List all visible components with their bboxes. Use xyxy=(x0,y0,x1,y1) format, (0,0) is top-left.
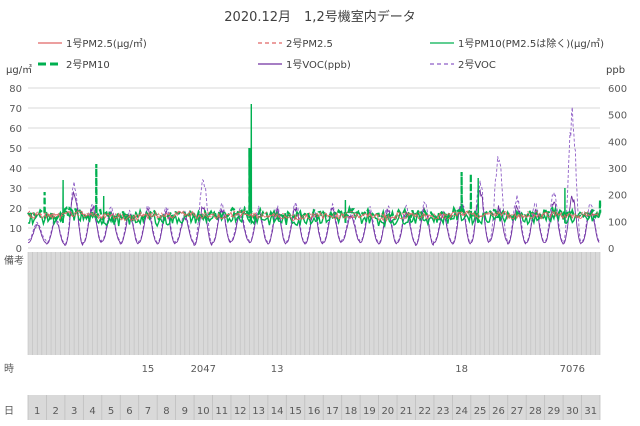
hour-label: 15 xyxy=(142,364,155,375)
day-label: 2 xyxy=(52,406,58,417)
chart-title: 2020.12月 1,2号機室内データ xyxy=(224,9,415,25)
day-label: 4 xyxy=(89,406,95,417)
row-label-notes: 備考 xyxy=(4,254,24,267)
day-label: 23 xyxy=(437,406,450,417)
row-label-hours: 時 xyxy=(4,363,14,375)
y-left-tick: 40 xyxy=(9,164,22,175)
day-label: 5 xyxy=(108,406,114,417)
day-label: 17 xyxy=(326,406,339,417)
y-right-tick: 200 xyxy=(608,191,627,202)
day-label: 10 xyxy=(197,406,210,417)
hour-label: 2047 xyxy=(191,364,216,375)
row-label-day: 日 xyxy=(4,406,14,417)
y-left-tick: 80 xyxy=(9,84,22,95)
day-label: 16 xyxy=(308,406,321,417)
y-left-tick: 10 xyxy=(9,224,22,235)
y-left-unit: μg/㎥ xyxy=(6,63,32,76)
series-2pm10 xyxy=(27,147,602,225)
day-label: 6 xyxy=(126,406,132,417)
legend: 1号PM2.5(μg/㎥) 2号PM2.5 1号PM10(PM2.5は除く)(μg/… xyxy=(38,37,604,71)
series-1pm10 xyxy=(27,103,600,229)
series-1pm25 xyxy=(27,210,599,222)
day-label: 31 xyxy=(584,406,597,417)
day-label: 15 xyxy=(289,406,302,417)
day-label: 19 xyxy=(363,406,376,417)
y-left-tick: 30 xyxy=(9,184,22,195)
day-label: 8 xyxy=(163,406,169,417)
hour-label: 7076 xyxy=(560,364,585,375)
hour-label: 13 xyxy=(271,364,284,375)
y-right-tick: 600 xyxy=(608,84,627,95)
day-label: 18 xyxy=(345,406,358,417)
day-label: 22 xyxy=(418,406,431,417)
legend-label: 2号PM10 xyxy=(66,59,110,71)
day-label: 27 xyxy=(511,406,524,417)
y-right-unit: ppb xyxy=(606,65,625,76)
series-2pm25 xyxy=(27,210,599,221)
day-label: 26 xyxy=(492,406,505,417)
day-label: 14 xyxy=(271,406,284,417)
y-left-tick: 60 xyxy=(9,124,22,135)
hour-label: 18 xyxy=(455,364,468,375)
day-label: 29 xyxy=(548,406,561,417)
day-label: 9 xyxy=(182,406,188,417)
legend-label: 2号PM2.5 xyxy=(286,38,333,50)
y-right-tick: 300 xyxy=(608,164,627,175)
legend-label: 1号VOC(ppb) xyxy=(286,59,351,71)
day-label: 13 xyxy=(252,406,265,417)
day-label: 28 xyxy=(529,406,542,417)
y-left-tick: 50 xyxy=(9,144,22,155)
y-right-tick: 400 xyxy=(608,137,627,148)
y-left-tick: 70 xyxy=(9,104,22,115)
day-label: 30 xyxy=(566,406,579,417)
legend-label: 1号PM2.5(μg/㎥) xyxy=(66,37,147,50)
plot-area: 0 10 20 30 40 50 60 70 80 0 100 200 300 400 500 600 xyxy=(9,84,627,255)
day-label: 12 xyxy=(234,406,247,417)
day-label: 20 xyxy=(381,406,394,417)
y-right-tick: 100 xyxy=(608,217,627,228)
day-label: 1 xyxy=(34,406,40,417)
y-left-tick: 0 xyxy=(16,244,22,255)
day-label: 7 xyxy=(145,406,151,417)
legend-label: 1号PM10(PM2.5は除く)(μg/㎥) xyxy=(458,37,604,50)
day-label: 25 xyxy=(474,406,487,417)
day-label: 3 xyxy=(71,406,77,417)
y-right-tick: 500 xyxy=(608,111,627,122)
y-right-tick: 0 xyxy=(608,244,614,255)
y-left-tick: 20 xyxy=(9,204,22,215)
day-band xyxy=(28,395,600,420)
day-label: 24 xyxy=(455,406,468,417)
day-label: 21 xyxy=(400,406,413,417)
day-label: 11 xyxy=(215,406,228,417)
legend-label: 2号VOC xyxy=(458,59,496,71)
